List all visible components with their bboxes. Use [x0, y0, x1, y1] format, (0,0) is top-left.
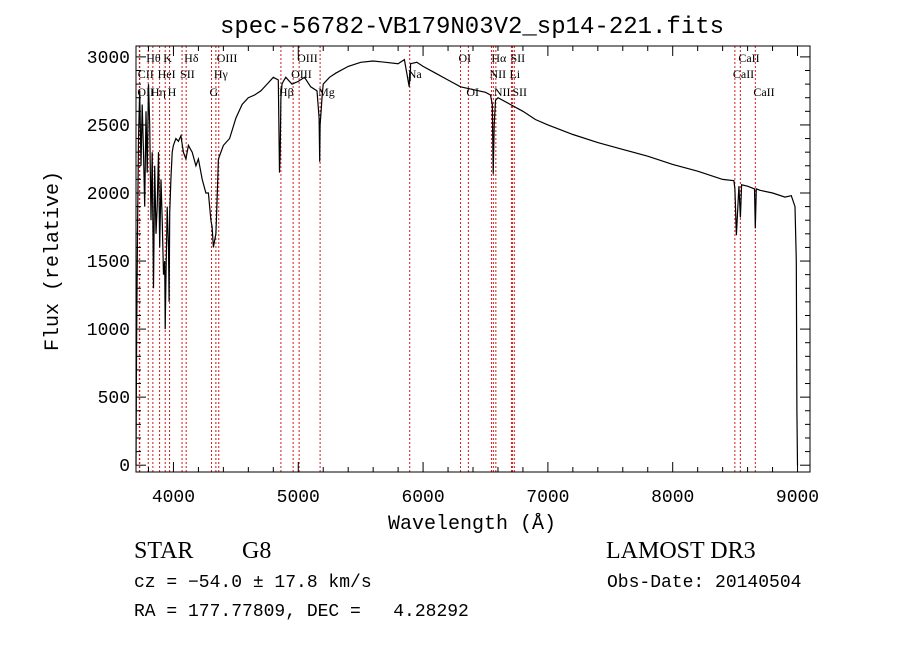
chart-title: spec-56782-VB179N03V2_sp14-221.fits: [220, 14, 724, 41]
line-label-14: OIII: [291, 67, 312, 81]
line-label-7: SII: [180, 67, 195, 81]
y-tick-label: 2500: [87, 117, 130, 137]
line-label-23: Li: [509, 67, 520, 81]
survey-name: LAMOST DR3: [606, 538, 756, 564]
line-label-6: H: [168, 85, 177, 99]
y-tick-label: 1000: [87, 321, 130, 341]
x-tick-label: 6000: [401, 488, 444, 508]
line-label-26: CaII: [733, 67, 754, 81]
y-tick-label: 1500: [87, 253, 130, 273]
redshift-cz: cz = −54.0 ± 17.8 km/s: [134, 573, 372, 593]
line-label-13: OIII: [297, 51, 318, 65]
line-label-0: Hθ: [146, 51, 161, 65]
line-label-17: OI: [459, 51, 472, 65]
line-label-1: CII: [138, 67, 154, 81]
line-label-12: Hβ: [279, 85, 294, 99]
x-tick-label: 7000: [526, 488, 569, 508]
x-tick-label: 8000: [651, 488, 694, 508]
line-label-15: Mg: [318, 85, 335, 99]
line-label-19: Hα: [491, 51, 507, 65]
line-label-24: SII: [512, 85, 527, 99]
x-tick-label: 4000: [152, 488, 195, 508]
line-label-20: NII: [489, 67, 506, 81]
obs-date: Obs-Date: 20140504: [607, 573, 802, 593]
y-tick-label: 3000: [87, 49, 130, 69]
spectrum-line: [135, 58, 799, 466]
line-label-5: K: [163, 51, 172, 65]
y-axis-ticks: 0 500 1000 1500 2000 2500 3000: [87, 49, 810, 477]
line-label-25: CaII: [738, 51, 759, 65]
line-label-9: OIII: [217, 51, 238, 65]
x-axis-label: Wavelength (Å): [388, 513, 556, 536]
line-label-2: OII: [137, 85, 154, 99]
line-label-18: OI: [466, 85, 479, 99]
y-tick-label: 500: [98, 389, 130, 409]
line-label-22: SII: [510, 51, 525, 65]
plot-frame: [135, 45, 811, 473]
line-label-8: Hδ: [184, 51, 199, 65]
object-class: STAR: [134, 538, 194, 564]
line-label-10: Hγ: [214, 67, 229, 81]
line-label-16: Na: [408, 67, 423, 81]
coordinates: RA = 177.77809, DEC = 4.28292: [134, 602, 469, 622]
x-axis-ticks: 4000 5000 6000 7000 8000 9000: [147, 46, 819, 508]
x-tick-label: 9000: [776, 488, 819, 508]
line-label-27: CaII: [753, 85, 774, 99]
line-label-21: NII: [494, 85, 511, 99]
line-label-4: HeI: [158, 67, 176, 81]
line-label-11: G: [210, 85, 219, 99]
line-label-3: Hη: [151, 85, 166, 99]
y-tick-label: 2000: [87, 185, 130, 205]
y-tick-label: 0: [119, 457, 130, 477]
y-axis-label: Flux (relative): [42, 171, 65, 351]
object-subclass: G8: [242, 538, 272, 564]
x-tick-label: 5000: [277, 488, 320, 508]
line-markers: [138, 46, 756, 472]
